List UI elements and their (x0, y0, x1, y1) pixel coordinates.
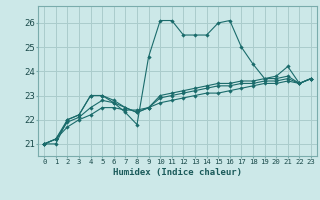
X-axis label: Humidex (Indice chaleur): Humidex (Indice chaleur) (113, 168, 242, 177)
